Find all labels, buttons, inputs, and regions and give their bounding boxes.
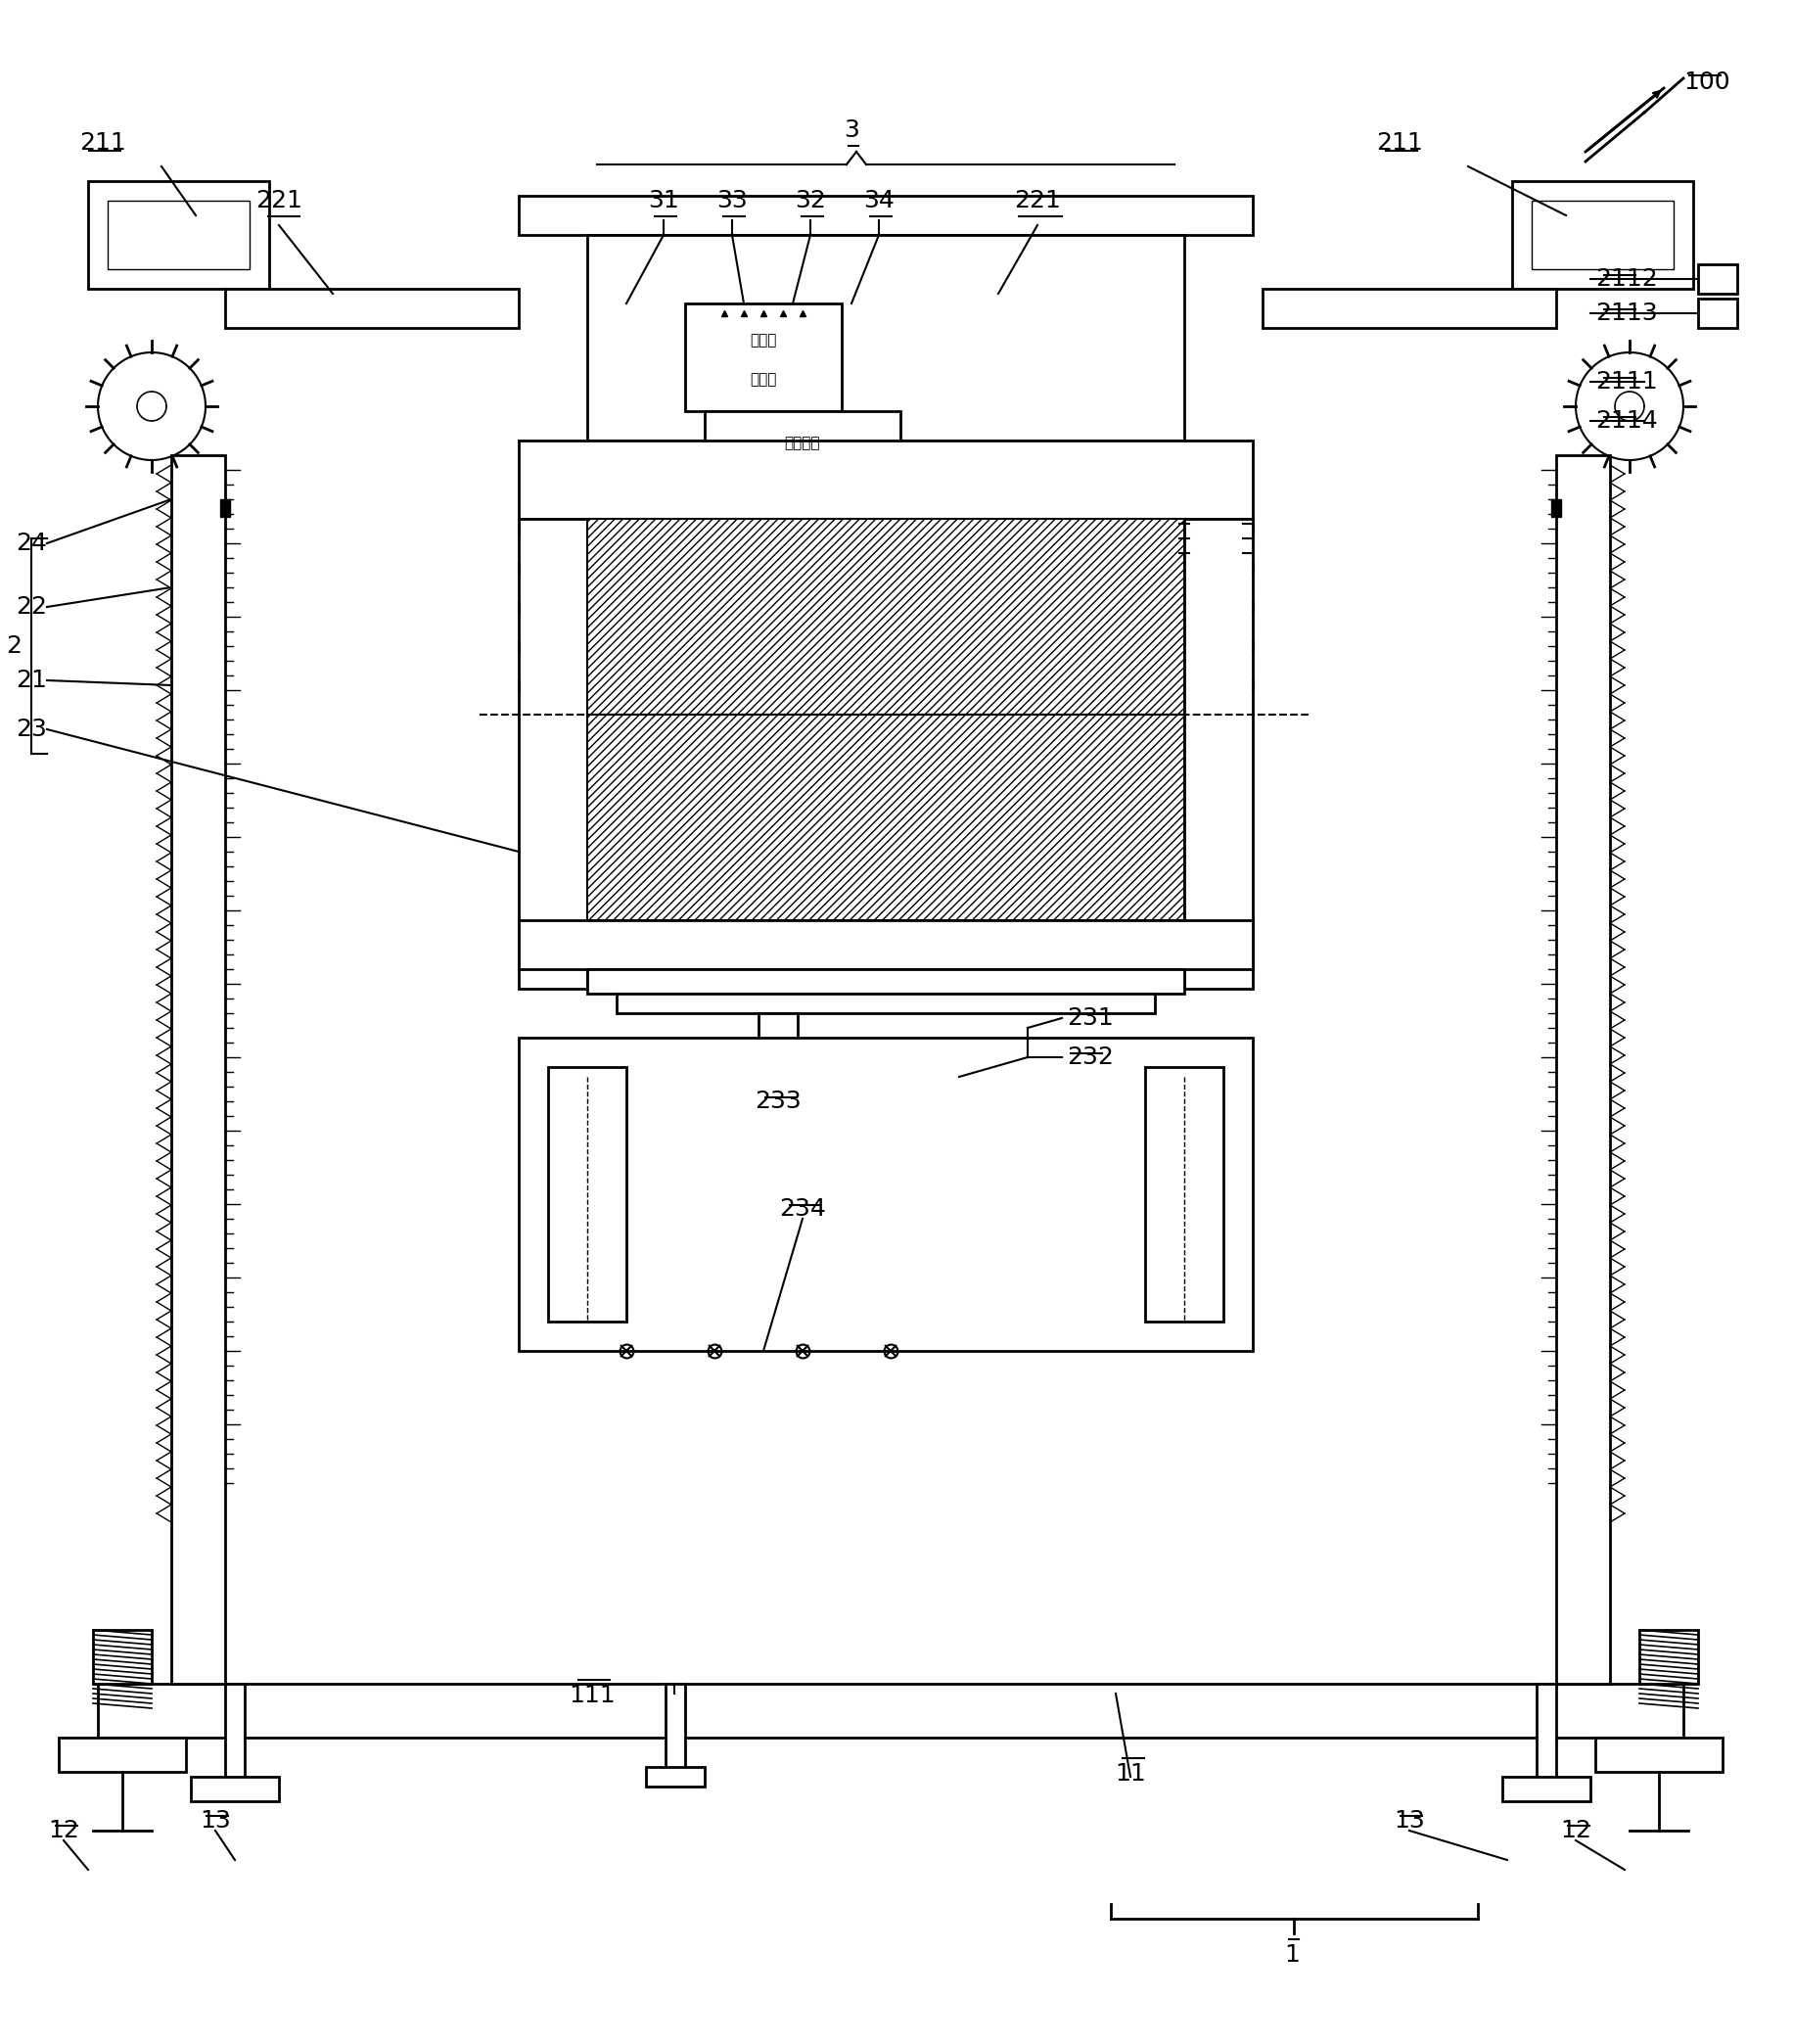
Text: 234: 234 [778,1198,825,1220]
Text: 3: 3 [843,119,859,141]
Text: 1: 1 [1284,1944,1298,1966]
Bar [586,519,1183,715]
Text: 111: 111 [568,1684,615,1707]
Bar [59,1737,186,1772]
Bar [586,715,1183,920]
Text: 2112: 2112 [1594,268,1657,290]
Bar [518,920,1252,969]
Bar [1698,298,1736,327]
Bar [1555,456,1608,1684]
Bar [221,499,230,517]
Text: 13: 13 [199,1809,231,1833]
Text: 12: 12 [1560,1819,1590,1842]
Bar [88,182,269,288]
Text: 11: 11 [1113,1762,1146,1786]
Bar [190,1776,278,1801]
Text: 211: 211 [1375,131,1422,155]
Text: 2111: 2111 [1594,370,1657,394]
Text: 233: 233 [755,1089,801,1114]
Bar [224,288,518,327]
Text: 33: 33 [715,188,748,213]
Bar [645,1766,705,1786]
Bar [758,1014,798,1053]
Text: 221: 221 [255,188,303,213]
Text: 2113: 2113 [1594,303,1657,325]
Text: 211: 211 [79,131,126,155]
Bar [1183,519,1252,989]
Bar [1594,1737,1721,1772]
Text: 13: 13 [1393,1809,1424,1833]
Bar [170,456,224,1684]
Bar [99,1684,1682,1737]
Bar [1537,1684,1555,1782]
Bar [549,1067,626,1322]
Text: 活塞杆: 活塞杆 [749,333,776,347]
Text: 31: 31 [647,188,680,213]
Bar [1531,200,1673,270]
Text: 232: 232 [1067,1044,1113,1069]
Bar [108,200,249,270]
Text: 2: 2 [5,634,22,658]
Bar [586,969,1183,993]
Text: 231: 231 [1067,1006,1113,1030]
Text: 100: 100 [1682,69,1728,94]
Text: 24: 24 [16,531,47,556]
Bar [1698,264,1736,294]
Text: 21: 21 [16,668,47,693]
Bar [1501,1776,1590,1801]
Text: 2114: 2114 [1594,409,1657,433]
Bar [586,235,1183,442]
Bar [1144,1067,1223,1322]
Text: 液压缸: 液压缸 [749,372,776,386]
Bar [1551,499,1560,517]
Text: 电动力泵: 电动力泵 [784,435,819,450]
Bar [1639,1629,1698,1684]
Bar [518,1038,1252,1351]
Bar [518,196,1252,235]
Bar [685,303,841,411]
Text: 23: 23 [16,717,47,742]
Bar [1511,182,1693,288]
Bar [617,993,1155,1014]
Bar [518,519,586,989]
Bar [665,1684,685,1772]
Text: 221: 221 [1013,188,1060,213]
Text: 32: 32 [794,188,825,213]
Bar [705,411,900,464]
Bar [224,1684,244,1782]
Text: 22: 22 [16,595,47,619]
Bar [93,1629,152,1684]
Text: 12: 12 [48,1819,79,1842]
Text: 34: 34 [862,188,895,213]
Bar [518,442,1252,519]
Bar [1262,288,1555,327]
